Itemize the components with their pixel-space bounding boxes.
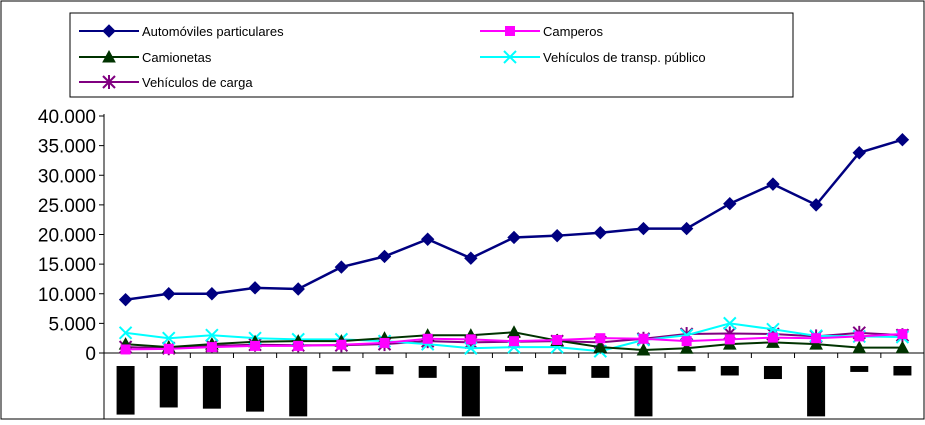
negative-bar	[505, 366, 523, 372]
data-point	[809, 337, 823, 350]
negative-bar	[548, 366, 567, 375]
y-tick-label: 20.000	[38, 226, 96, 247]
data-point	[291, 282, 305, 296]
legend-swatch-marker	[503, 50, 517, 64]
legend-swatch-marker	[102, 24, 116, 38]
data-point	[205, 328, 219, 342]
data-point	[636, 342, 651, 356]
data-point	[552, 334, 563, 345]
data-point	[811, 333, 822, 344]
data-point	[593, 340, 608, 353]
negative-bar	[375, 366, 394, 375]
data-point	[336, 339, 347, 350]
data-point	[679, 341, 694, 354]
legend-label: Automóviles particulares	[142, 24, 284, 39]
negative-bar	[461, 366, 480, 417]
data-point	[593, 226, 608, 240]
negative-bar	[246, 366, 265, 412]
negative-bar	[763, 366, 782, 380]
marker-stroke	[162, 331, 176, 345]
negative-bar	[202, 366, 221, 409]
data-point	[118, 292, 133, 307]
y-tick-label: 0	[85, 344, 96, 365]
legend-swatch-marker	[102, 49, 116, 63]
data-point	[852, 146, 866, 160]
data-point	[162, 331, 176, 345]
negative-bar	[332, 366, 351, 372]
data-point	[723, 196, 737, 211]
data-point	[636, 221, 651, 236]
legend-label: Vehículos de transp. público	[543, 50, 706, 65]
data-point	[422, 333, 433, 344]
data-point	[379, 337, 390, 348]
marker-stroke	[205, 328, 219, 342]
data-point	[118, 326, 133, 340]
data-point	[679, 221, 694, 236]
data-point	[895, 340, 910, 354]
data-point	[120, 344, 131, 355]
data-point	[205, 287, 219, 301]
data-point	[897, 329, 908, 340]
data-point	[464, 251, 478, 265]
data-point	[638, 333, 649, 344]
data-point	[767, 332, 778, 343]
data-point	[809, 198, 823, 212]
data-point	[895, 132, 910, 147]
data-point	[334, 260, 349, 274]
marker-stroke	[503, 50, 517, 64]
data-point	[507, 230, 521, 245]
negative-bar	[634, 366, 653, 417]
negative-bar	[289, 366, 308, 417]
data-point	[293, 340, 304, 351]
legend-label: Camperos	[543, 24, 603, 39]
negative-bar	[591, 366, 610, 378]
y-tick-label: 10.000	[38, 285, 96, 306]
y-tick-label: 25.000	[38, 196, 96, 217]
data-point	[595, 333, 606, 344]
data-point	[509, 336, 519, 347]
negative-bar	[677, 366, 696, 372]
y-tick-label: 15.000	[38, 255, 96, 276]
negative-bar	[807, 366, 826, 417]
data-point	[420, 232, 435, 246]
data-point	[465, 334, 476, 345]
data-point	[377, 249, 392, 264]
y-tick-label: 40.000	[38, 107, 96, 128]
legend-label: Vehículos de carga	[142, 75, 253, 90]
data-point	[681, 336, 692, 347]
data-point	[550, 228, 564, 243]
y-tick-label: 5.000	[48, 314, 96, 335]
negative-bar	[159, 366, 178, 408]
legend-swatch-marker	[102, 75, 116, 89]
legend-swatch-marker	[505, 26, 515, 36]
marker-stroke	[118, 326, 133, 340]
data-point	[723, 316, 737, 331]
negative-bar	[720, 366, 739, 376]
negative-bar	[116, 366, 135, 415]
legend-box	[69, 12, 794, 98]
data-point	[854, 331, 865, 342]
marker-stroke	[723, 316, 737, 331]
y-tick-label: 30.000	[38, 166, 96, 187]
data-point	[724, 334, 735, 345]
negative-bar	[418, 366, 437, 378]
data-point	[163, 343, 174, 354]
negative-bar	[850, 366, 869, 372]
legend-label: Camionetas	[142, 50, 212, 65]
data-point	[852, 340, 867, 354]
data-point	[248, 281, 262, 295]
negative-bar	[893, 366, 912, 376]
y-tick-label: 35.000	[38, 137, 96, 158]
data-point	[206, 342, 217, 353]
data-point	[250, 340, 261, 351]
data-point	[766, 177, 780, 191]
data-point	[162, 287, 176, 301]
